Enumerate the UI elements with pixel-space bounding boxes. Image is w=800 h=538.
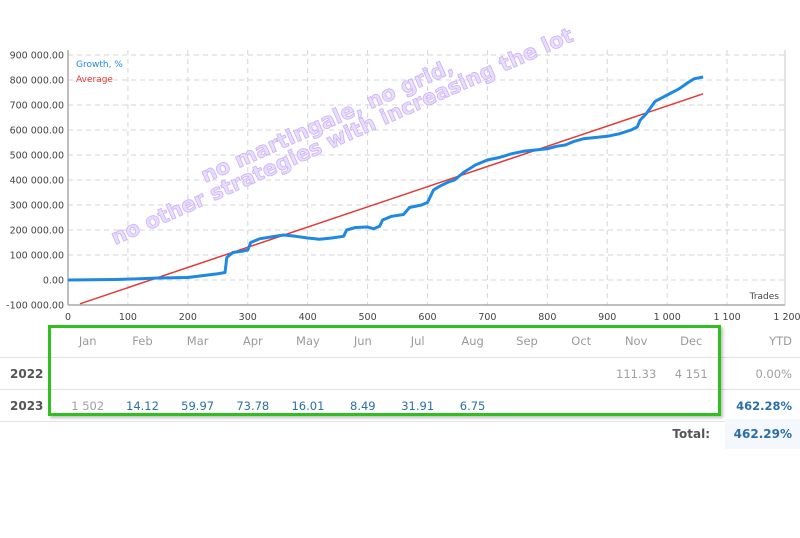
y-tick-label: 100 000.00 [10, 251, 64, 262]
month-value: 31.91 [390, 389, 446, 422]
y-tick-label: 300 000.00 [10, 201, 64, 212]
y-tick-label: 500 000.00 [10, 151, 64, 162]
month-header-mar: Mar [186, 333, 209, 348]
month-value [390, 357, 446, 390]
chart-grid [68, 50, 785, 305]
month-value [445, 357, 500, 390]
month-header-nov: Nov [624, 333, 648, 348]
growth-chart: 900 000.00 800 000.00 700 000.00 600 000.00… [6, 23, 800, 320]
x-tick-label: 900 [598, 312, 616, 320]
month-header-sep: Sep [516, 333, 538, 348]
x-tick-label: 500 [359, 312, 377, 320]
month-value: 8.49 [335, 389, 391, 422]
year-label: 2023 [0, 389, 61, 422]
x-tick-label: 200 [179, 312, 197, 320]
x-axis-ticks: 0 100 200 300 400 500 600 700 800 900 1 000 1 100 1 … [65, 312, 800, 320]
month-value: 4 151 [664, 357, 719, 390]
month-header-jun: Jun [353, 333, 372, 348]
month-header-aug: Aug [461, 333, 484, 348]
legend-growth: Growth, % [76, 60, 123, 70]
growth-line [67, 75, 704, 282]
x-tick-label: 1 200 [773, 312, 800, 320]
x-tick-label: 100 [119, 312, 137, 320]
month-value: 111.33 [608, 357, 665, 390]
month-value [554, 389, 609, 422]
x-tick-label: 0 [65, 312, 71, 320]
month-value: 14.12 [114, 389, 171, 422]
months-table: Jan Feb Mar Apr May Jun Jul Aug Sep Oct … [0, 324, 800, 422]
month-value [60, 357, 115, 390]
y-tick-label: 700 000.00 [10, 101, 64, 112]
x-axis-label: Trades [749, 292, 780, 302]
average-line [79, 93, 704, 305]
y-axis-ticks: 900 000.00 800 000.00 700 000.00 600 000.00… [6, 51, 64, 312]
month-header-feb: Feb [132, 333, 153, 348]
legend-average: Average [76, 75, 113, 85]
y-tick-label: 800 000.00 [10, 76, 64, 87]
month-value [499, 389, 555, 422]
watermark-line-1: no martingale, no grid, [197, 54, 457, 187]
month-value [554, 357, 609, 390]
x-tick-label: 1 000 [654, 312, 681, 320]
y-tick-label: 400 000.00 [10, 176, 64, 187]
month-value [114, 357, 171, 390]
y-tick-label: 200 000.00 [10, 226, 64, 237]
x-tick-label: 800 [538, 312, 556, 320]
month-value: 59.97 [170, 389, 226, 422]
month-value: 6.75 [445, 389, 500, 422]
table-row-2022: 2022 111.33 4 151 0.00% [0, 357, 800, 390]
month-value [664, 389, 719, 422]
month-header-jan: Jan [78, 333, 97, 348]
month-value [608, 389, 665, 422]
y-tick-label: 600 000.00 [10, 126, 64, 137]
month-value [280, 357, 336, 390]
month-value [170, 357, 226, 390]
table-row-2023: 2023 1 502 14.12 59.97 73.78 16.01 8.49 … [0, 389, 800, 422]
month-header-oct: Oct [571, 333, 592, 348]
x-tick-label: 600 [418, 312, 436, 320]
month-value [499, 357, 555, 390]
month-header-jul: Jul [410, 333, 425, 348]
month-value [335, 357, 391, 390]
month-header-dec: Dec [680, 333, 703, 348]
ytd-header: YTD [718, 324, 800, 358]
month-value [225, 357, 281, 390]
total-value: 462.29% [725, 419, 800, 449]
ytd-value: 0.00% [718, 357, 800, 390]
month-value: 16.01 [280, 389, 336, 422]
month-header-may: May [296, 333, 320, 348]
table-header-row: Jan Feb Mar Apr May Jun Jul Aug Sep Oct … [0, 324, 800, 358]
y-tick-label: 0.00 [43, 276, 64, 287]
month-header-apr: Apr [242, 333, 263, 348]
x-tick-label: 300 [239, 312, 257, 320]
y-tick-label: -100 000.00 [6, 301, 64, 312]
total-row: Total: 462.29% [600, 419, 800, 449]
y-tick-label: 900 000.00 [10, 51, 64, 62]
ytd-value: 462.28% [718, 389, 800, 422]
x-tick-label: 700 [478, 312, 496, 320]
year-header-cell [0, 324, 61, 358]
month-value: 73.78 [225, 389, 281, 422]
x-tick-label: 400 [299, 312, 317, 320]
year-label: 2022 [0, 357, 61, 390]
x-tick-label: 1 100 [713, 312, 740, 320]
month-value: 1 502 [60, 389, 115, 422]
total-label: Total: [672, 427, 710, 441]
